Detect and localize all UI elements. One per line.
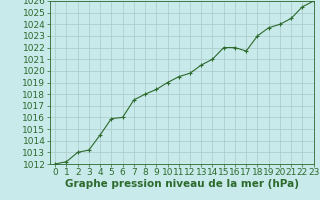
X-axis label: Graphe pression niveau de la mer (hPa): Graphe pression niveau de la mer (hPa) bbox=[65, 179, 299, 189]
